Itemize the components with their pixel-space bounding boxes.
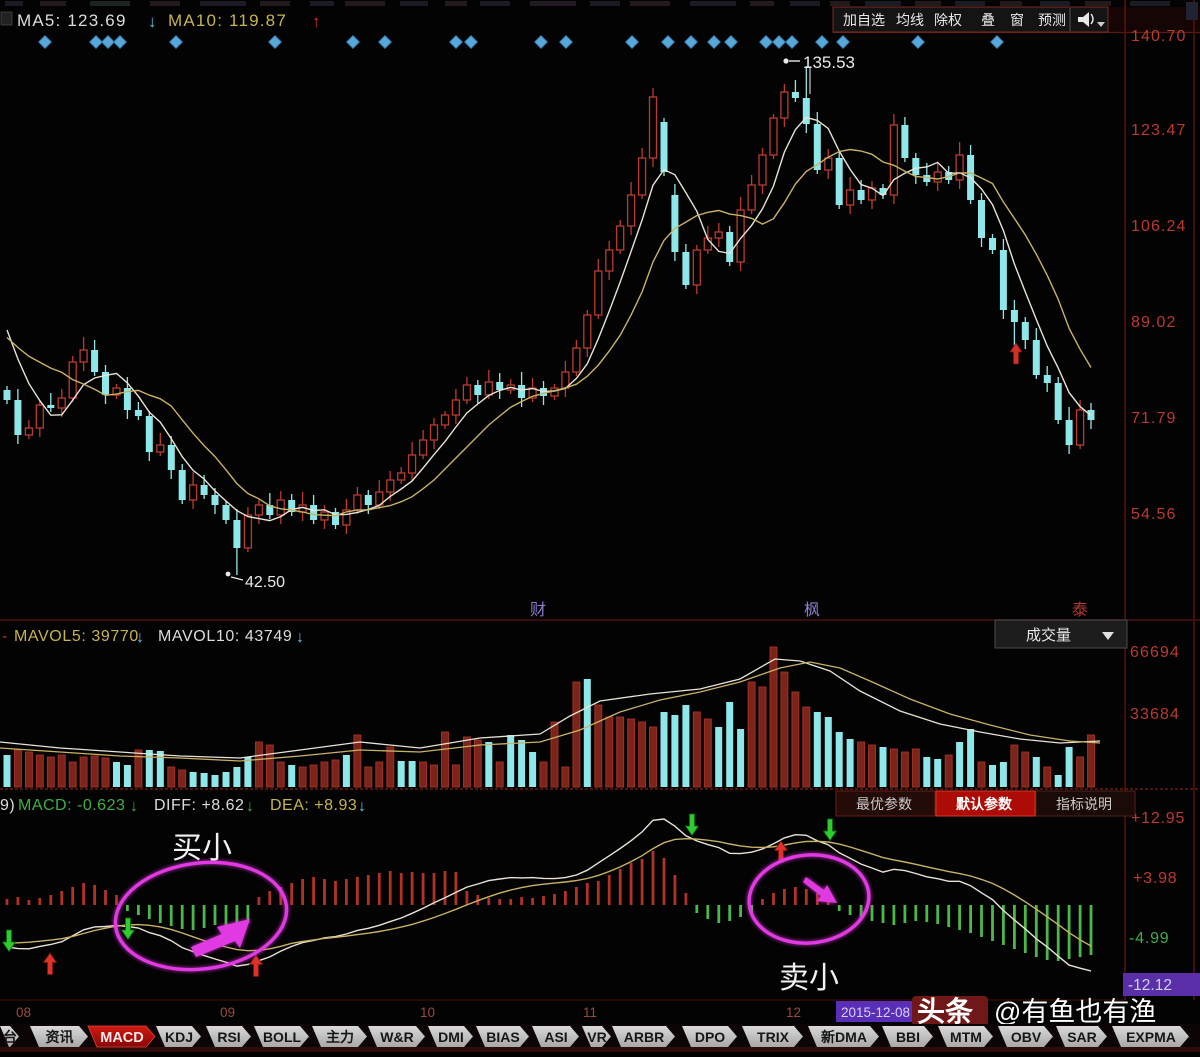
svg-text:VR: VR [587, 1029, 606, 1045]
svg-text:MA10: 119.87: MA10: 119.87 [168, 11, 287, 30]
svg-text:↓: ↓ [130, 798, 139, 815]
svg-text:-4.99: -4.99 [1129, 930, 1169, 947]
svg-text:叠: 叠 [981, 12, 995, 28]
svg-text:@有鱼也有渔: @有鱼也有渔 [994, 997, 1156, 1027]
svg-text:2015-12-08: 2015-12-08 [841, 1005, 910, 1020]
svg-text:+3.98: +3.98 [1133, 870, 1177, 887]
svg-text:OBV: OBV [1011, 1029, 1042, 1045]
svg-text:10: 10 [420, 1005, 435, 1020]
svg-text:9): 9) [0, 797, 15, 814]
svg-text:135.53: 135.53 [803, 53, 855, 72]
svg-text:DEA: +8.93: DEA: +8.93 [270, 797, 357, 814]
svg-text:窗: 窗 [1010, 12, 1024, 28]
svg-text:↓: ↓ [136, 629, 145, 646]
svg-text:123.47: 123.47 [1131, 122, 1187, 139]
svg-text:资讯: 资讯 [46, 1029, 74, 1045]
svg-text:↓: ↓ [148, 12, 158, 31]
svg-text:预测: 预测 [1038, 12, 1066, 28]
svg-text:33684: 33684 [1130, 706, 1180, 723]
svg-text:71.79: 71.79 [1131, 410, 1177, 427]
svg-text:↑: ↑ [312, 12, 322, 31]
svg-text:42.50: 42.50 [245, 574, 285, 591]
svg-text:新DMA: 新DMA [821, 1029, 867, 1045]
svg-text:↓: ↓ [358, 798, 367, 815]
svg-text:泰: 泰 [1072, 601, 1088, 619]
svg-text:-: - [2, 628, 8, 645]
svg-text:89.02: 89.02 [1131, 314, 1177, 331]
svg-text:08: 08 [16, 1005, 31, 1020]
svg-text:↓: ↓ [296, 629, 305, 646]
svg-text:除权: 除权 [934, 12, 962, 28]
svg-text:卖小: 卖小 [779, 962, 839, 995]
svg-text:最优参数: 最优参数 [856, 796, 912, 812]
svg-text:11: 11 [583, 1005, 597, 1020]
svg-text:MTM: MTM [950, 1029, 982, 1045]
svg-text:BBI: BBI [896, 1029, 920, 1045]
svg-text:106.24: 106.24 [1131, 218, 1187, 235]
svg-text:BIAS: BIAS [486, 1029, 519, 1045]
svg-text:↓: ↓ [246, 798, 255, 815]
svg-text:140.70: 140.70 [1131, 28, 1187, 45]
svg-text:DIFF: +8.62: DIFF: +8.62 [154, 797, 244, 814]
svg-text:MACD: -0.623: MACD: -0.623 [18, 797, 125, 814]
svg-text:加自选: 加自选 [843, 12, 885, 28]
svg-text:头条: 头条 [917, 996, 973, 1027]
svg-text:12: 12 [786, 1005, 801, 1020]
svg-text:+12.95: +12.95 [1131, 810, 1185, 827]
svg-text:W&R: W&R [380, 1029, 413, 1045]
svg-text:指标说明: 指标说明 [1056, 796, 1112, 812]
svg-text:MAVOL5: 39770: MAVOL5: 39770 [14, 628, 139, 645]
svg-text:09: 09 [220, 1005, 235, 1020]
svg-text:ARBR: ARBR [624, 1029, 664, 1045]
svg-text:KDJ: KDJ [165, 1029, 193, 1045]
svg-text:财: 财 [530, 601, 546, 619]
svg-text:MACD: MACD [100, 1030, 144, 1046]
svg-text:台: 台 [3, 1029, 17, 1045]
svg-text:默认参数: 默认参数 [956, 796, 1013, 812]
svg-text:-12.12: -12.12 [1128, 977, 1172, 994]
svg-text:BOLL: BOLL [263, 1029, 302, 1045]
svg-text:TRIX: TRIX [757, 1029, 790, 1045]
svg-text:DPO: DPO [695, 1029, 725, 1045]
svg-text:66694: 66694 [1130, 644, 1180, 661]
svg-text:ASI: ASI [544, 1029, 567, 1045]
svg-text:成交量: 成交量 [1026, 626, 1071, 644]
svg-text:DMI: DMI [438, 1029, 464, 1045]
svg-text:主力: 主力 [326, 1029, 354, 1045]
svg-text:MA5: 123.69: MA5: 123.69 [17, 11, 127, 30]
svg-text:枫: 枫 [804, 601, 820, 619]
svg-text:SAR: SAR [1067, 1029, 1097, 1045]
svg-text:买小: 买小 [172, 832, 232, 865]
svg-text:均线: 均线 [896, 12, 924, 28]
svg-text:54.56: 54.56 [1131, 506, 1177, 523]
svg-text:MAVOL10: 43749: MAVOL10: 43749 [158, 628, 292, 645]
svg-text:RSI: RSI [217, 1029, 240, 1045]
svg-text:EXPMA: EXPMA [1126, 1029, 1176, 1045]
